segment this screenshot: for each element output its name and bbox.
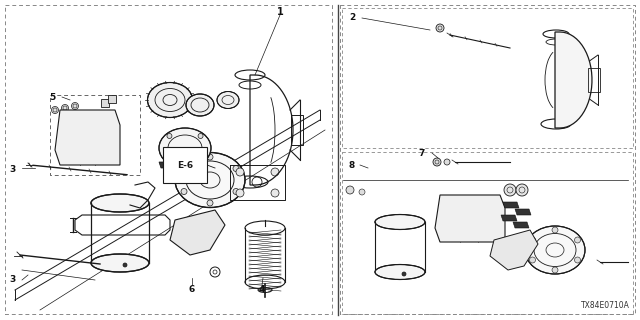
Polygon shape — [501, 215, 517, 221]
Circle shape — [181, 188, 187, 195]
Circle shape — [51, 107, 58, 114]
Circle shape — [442, 215, 448, 221]
Circle shape — [271, 189, 279, 197]
Circle shape — [62, 155, 68, 161]
Circle shape — [207, 200, 213, 206]
Text: 8: 8 — [349, 161, 355, 170]
Circle shape — [62, 142, 68, 148]
Circle shape — [442, 201, 448, 207]
Circle shape — [233, 165, 239, 172]
Circle shape — [236, 168, 244, 176]
Circle shape — [575, 257, 580, 263]
Ellipse shape — [91, 194, 149, 212]
Circle shape — [181, 165, 187, 172]
Text: E-6: E-6 — [177, 161, 193, 170]
Ellipse shape — [375, 214, 425, 229]
Circle shape — [271, 168, 279, 176]
Circle shape — [207, 154, 213, 160]
Ellipse shape — [175, 153, 245, 207]
Ellipse shape — [91, 254, 149, 272]
Ellipse shape — [217, 92, 239, 108]
Circle shape — [198, 157, 203, 163]
FancyBboxPatch shape — [108, 95, 116, 103]
Circle shape — [167, 157, 172, 163]
Ellipse shape — [159, 128, 211, 168]
Text: 4: 4 — [259, 285, 265, 294]
Polygon shape — [513, 222, 529, 228]
Text: TX84E0710A: TX84E0710A — [581, 301, 630, 310]
FancyBboxPatch shape — [101, 99, 109, 107]
Polygon shape — [171, 151, 187, 158]
Circle shape — [442, 230, 448, 236]
Ellipse shape — [186, 94, 214, 116]
Circle shape — [359, 189, 365, 195]
Text: 1: 1 — [276, 7, 284, 17]
Circle shape — [72, 102, 79, 109]
Circle shape — [552, 227, 558, 233]
Circle shape — [433, 158, 441, 166]
Circle shape — [61, 105, 68, 111]
Ellipse shape — [525, 226, 585, 274]
Circle shape — [62, 127, 68, 133]
Circle shape — [529, 237, 536, 243]
Text: 2: 2 — [349, 13, 355, 22]
Text: 3: 3 — [9, 165, 15, 174]
Circle shape — [402, 272, 406, 276]
Circle shape — [529, 257, 536, 263]
Text: 6: 6 — [189, 285, 195, 294]
Circle shape — [516, 184, 528, 196]
Circle shape — [198, 133, 203, 139]
Circle shape — [346, 186, 354, 194]
Text: 3: 3 — [9, 276, 15, 284]
Circle shape — [123, 263, 127, 267]
Polygon shape — [555, 32, 592, 128]
Text: 7: 7 — [419, 148, 425, 157]
Polygon shape — [515, 209, 531, 215]
Circle shape — [575, 237, 580, 243]
Polygon shape — [188, 156, 204, 164]
Polygon shape — [503, 202, 519, 208]
Circle shape — [233, 188, 239, 195]
Polygon shape — [435, 195, 505, 242]
Polygon shape — [490, 230, 538, 270]
Circle shape — [444, 159, 450, 165]
Polygon shape — [55, 110, 120, 165]
Polygon shape — [159, 162, 173, 168]
Text: 5: 5 — [49, 92, 55, 101]
Circle shape — [436, 24, 444, 32]
Circle shape — [504, 184, 516, 196]
Circle shape — [552, 267, 558, 273]
Ellipse shape — [375, 265, 425, 279]
Circle shape — [167, 133, 172, 139]
Circle shape — [62, 115, 68, 121]
Polygon shape — [170, 210, 225, 255]
Ellipse shape — [147, 83, 193, 117]
Polygon shape — [174, 167, 188, 173]
Circle shape — [236, 189, 244, 197]
